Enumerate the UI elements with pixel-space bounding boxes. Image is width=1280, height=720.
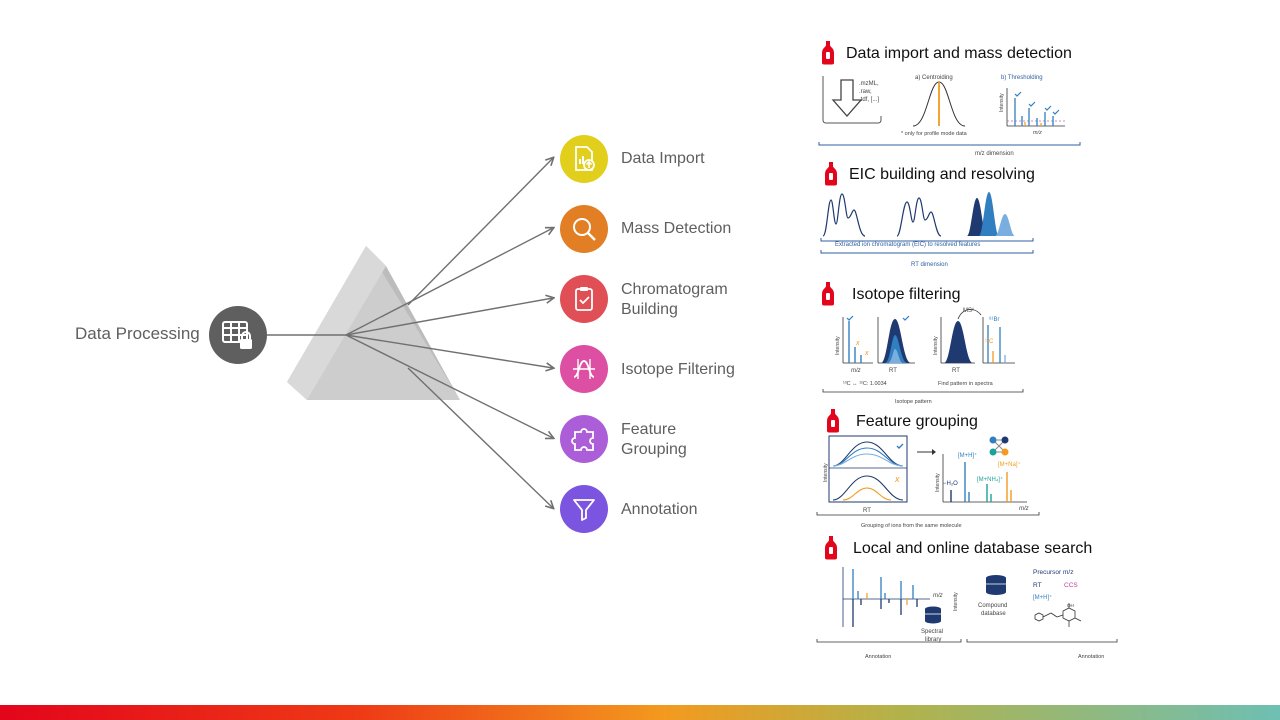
spectral-label-1: Spectral — [921, 629, 943, 635]
molecule-structure-icon — [1034, 603, 1082, 627]
bottle-icon — [827, 409, 839, 433]
prism — [287, 246, 460, 400]
svg-text:x: x — [855, 340, 860, 347]
arrow-annotation — [407, 367, 553, 508]
figure-feature-grouping: Intensity x RT Intensity [M+H]⁺ [M+Na]⁺ … — [816, 435, 1040, 529]
isotope-find: Find pattern in spectra — [938, 381, 994, 387]
db-mh: [M+H]⁺ — [1033, 594, 1052, 601]
figure-eic: Extracted ion chromatogram (EIC) to reso… — [820, 192, 1034, 268]
arrow-chromatogram — [345, 298, 553, 336]
mz-dimension: m/z dimension — [975, 151, 1014, 157]
br81-label: ⁸¹Br — [989, 316, 1000, 323]
format-2: .raw, — [859, 89, 872, 95]
intensity-label: Intensity — [999, 93, 1005, 112]
bottle-icon — [825, 536, 837, 560]
figure-database-search: m/z Intensity Spectral library Compound … — [816, 567, 1118, 660]
h2o-label: −H₂O — [943, 481, 958, 487]
figure-mass-detection: .mzML, .raw, .tdf, [...] a) Centroiding … — [818, 75, 1081, 157]
panel-title-database-search: Local and online database search — [853, 540, 1093, 557]
clipboard-check-icon — [560, 275, 608, 323]
mnh4-label: [M+NH₄]⁺ — [977, 476, 1003, 483]
thresholding-label: b) Thresholding — [1001, 75, 1043, 81]
db-intensity: Intensity — [953, 592, 959, 611]
annotation-left: Annotation — [865, 654, 891, 660]
funnel-icon — [560, 485, 608, 533]
fg-caption: Grouping of ions from the same molecule — [861, 523, 962, 529]
db-mz: m/z — [933, 593, 943, 599]
isotope-mz: m/z — [851, 368, 861, 374]
step-label-annotation: Annotation — [621, 501, 698, 518]
panel-title-isotope: Isotope filtering — [852, 286, 961, 303]
format-3: .tdf, [...] — [859, 97, 879, 103]
arrow-isotope — [345, 334, 553, 368]
arrow-feature-grouping — [345, 334, 553, 438]
bottom-gradient-bar — [0, 705, 1280, 720]
db-rt: RT — [1033, 582, 1042, 589]
panel-title-data-import: Data import and mass detection — [846, 45, 1072, 62]
flow-diagram — [267, 0, 760, 720]
fg-intensity-2: Intensity — [935, 473, 941, 492]
bottle-icon — [825, 162, 837, 186]
step-label-feature-grouping: Feature Grouping — [621, 420, 701, 460]
annotation-right: Annotation — [1078, 654, 1104, 660]
compound-label-2: database — [981, 611, 1006, 617]
step-label-chromatogram: Chromatogram Building — [621, 280, 736, 320]
spectral-library-icon — [925, 606, 941, 624]
step-label-feature-grouping-text: Feature Grouping — [621, 421, 687, 458]
fg-rt: RT — [863, 508, 871, 514]
c13-label: ¹³C — [985, 339, 994, 345]
compound-database-icon — [986, 575, 1006, 595]
isotope-intensity-2: Intensity — [933, 336, 939, 355]
mh-label: [M+H]⁺ — [958, 452, 977, 459]
eic-caption: Extracted ion chromatogram (EIC) to reso… — [835, 242, 980, 248]
hub-label: Data Processing — [75, 324, 200, 343]
svg-text:OH: OH — [1067, 603, 1074, 608]
curve-arrows-icon — [560, 345, 608, 393]
format-1: .mzML, — [859, 81, 879, 87]
table-lock-icon — [209, 306, 267, 364]
centroid-note: * only for profile mode data — [901, 131, 968, 137]
magnifier-icon — [560, 205, 608, 253]
svg-text:x: x — [864, 350, 869, 357]
isotope-rt-1: RT — [889, 368, 897, 374]
panel-title-feature-grouping: Feature grouping — [856, 413, 978, 430]
spectral-label-2: library — [925, 637, 941, 643]
molecule-network-icon — [989, 436, 1009, 456]
bottle-icon — [822, 282, 834, 306]
file-chart-upload-icon — [560, 135, 608, 183]
svg-text:x: x — [894, 474, 900, 484]
isotope-rt-2: RT — [952, 368, 960, 374]
ms1-label: MS¹ — [963, 308, 974, 314]
panel-title-eic: EIC building and resolving — [849, 166, 1035, 183]
mna-label: [M+Na]⁺ — [998, 461, 1021, 468]
step-label-data-import: Data Import — [621, 150, 705, 167]
bottle-icon — [822, 41, 834, 65]
isotope-caption: Isotope pattern — [895, 399, 932, 405]
fg-mz: m/z — [1019, 506, 1029, 512]
step-label-mass-detection: Mass Detection — [621, 220, 732, 237]
isotope-delta: ¹³C ↔ ¹²C: 1.0034 — [843, 381, 887, 387]
compound-label-1: Compound — [978, 603, 1007, 609]
centroiding-label: a) Centroiding — [915, 75, 953, 81]
step-label-isotope: Isotope Filtering — [621, 361, 735, 378]
mz-label: m/z — [1033, 130, 1042, 136]
arrow-data-import — [407, 158, 553, 306]
db-ccs: CCS — [1064, 582, 1078, 589]
isotope-intensity-1: Intensity — [835, 336, 841, 355]
precursor-label: Precursor m/z — [1033, 569, 1073, 576]
figure-isotope: Intensity x x m/z RT Intensity RT MS¹ ⁸¹… — [822, 308, 1024, 405]
arrow-mass-detection — [345, 228, 553, 336]
rt-dimension: RT dimension — [911, 262, 948, 268]
fg-intensity-1: Intensity — [823, 463, 829, 482]
puzzle-icon — [560, 415, 608, 463]
step-label-chromatogram-text: Chromatogram Building — [621, 281, 728, 318]
